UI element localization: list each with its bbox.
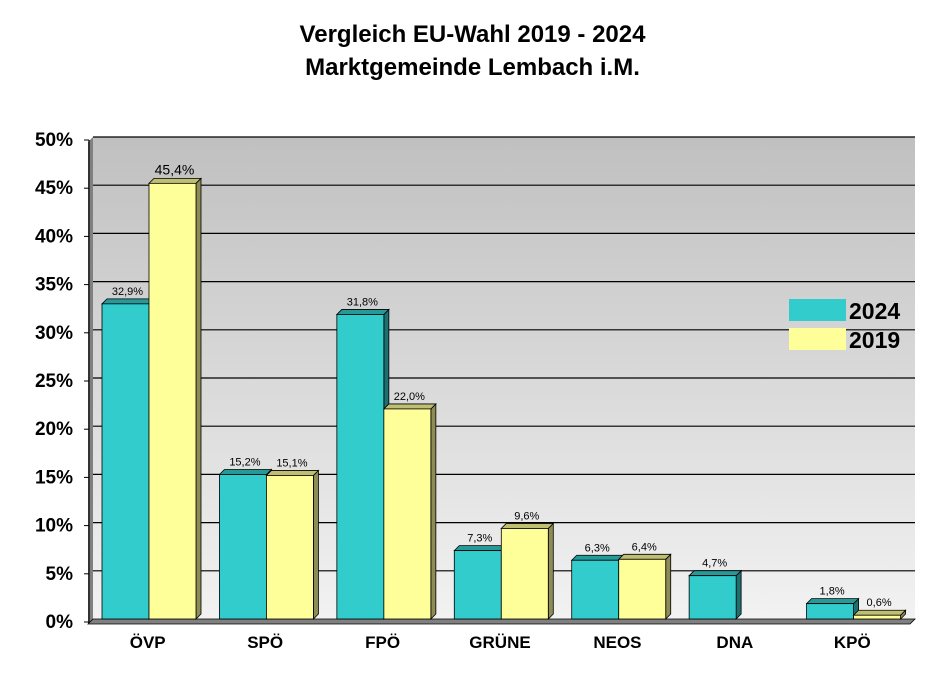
chart-subtitle: Marktgemeinde Lembach i.M. xyxy=(305,54,640,81)
data-label: 31,8% xyxy=(347,296,378,308)
data-label: 45,4% xyxy=(155,161,195,177)
y-tick-label: 50% xyxy=(35,130,73,151)
x-tick-label: KPÖ xyxy=(834,633,871,652)
bar-2024 xyxy=(688,575,737,620)
data-label: 6,3% xyxy=(585,542,610,554)
bar-2024 xyxy=(336,314,385,620)
bar-2024 xyxy=(219,474,267,620)
bar-side-2019 xyxy=(195,177,202,620)
chart-title-block: Vergleich EU-Wahl 2019 - 2024 Marktgemei… xyxy=(0,18,945,84)
chart-title: Vergleich EU-Wahl 2019 - 2024 xyxy=(299,21,646,48)
y-tick-label: 0% xyxy=(46,612,74,633)
data-label: 6,4% xyxy=(632,541,657,553)
bar-top-2019 xyxy=(382,403,437,410)
y-tick-label: 25% xyxy=(35,371,73,392)
y-tick-label: 40% xyxy=(35,226,73,247)
bar-2019 xyxy=(148,182,197,620)
bar-side-2019 xyxy=(547,522,554,620)
plot-floor xyxy=(87,618,916,625)
y-tick-label: 20% xyxy=(35,419,73,440)
bar-top-2024 xyxy=(453,545,508,552)
bar-2024 xyxy=(571,559,620,620)
legend-label: 2019 xyxy=(849,327,900,353)
bar-2024 xyxy=(453,550,502,620)
x-tick-label: FPÖ xyxy=(365,633,400,652)
data-label: 32,9% xyxy=(112,286,143,298)
bar-top-2019 xyxy=(148,177,202,184)
bar-2019 xyxy=(853,614,901,620)
bar-2019 xyxy=(618,558,667,620)
y-tick-label: 10% xyxy=(35,516,73,537)
bar-top-2019 xyxy=(500,523,555,529)
bar-2019 xyxy=(383,408,432,620)
bar-side-2019 xyxy=(665,553,672,620)
bar-2019 xyxy=(266,475,314,620)
y-tick-label: 35% xyxy=(35,275,73,296)
data-label: 4,7% xyxy=(702,558,727,570)
y-tick-label: 30% xyxy=(35,323,73,344)
x-tick-label: DNA xyxy=(716,633,753,652)
bar-top-2024 xyxy=(805,598,860,605)
legend-label: 2024 xyxy=(849,298,900,324)
bar-top-2024 xyxy=(570,554,625,561)
data-label: 22,0% xyxy=(394,391,425,403)
bar-2019 xyxy=(500,528,549,620)
bar-top-2019 xyxy=(852,609,907,616)
bar-2024 xyxy=(101,303,150,620)
y-tick-label: 5% xyxy=(46,564,74,585)
bar-top-2019 xyxy=(265,470,320,476)
x-tick-label: SPÖ xyxy=(247,633,283,652)
x-tick-label: ÖVP xyxy=(130,633,166,652)
bar-2024 xyxy=(806,603,854,620)
bar-top-2024 xyxy=(101,298,155,305)
data-label: 9,6% xyxy=(514,510,539,522)
legend-swatch-2024 xyxy=(789,299,846,321)
y-tick-label: 45% xyxy=(35,178,73,199)
x-tick-label: GRÜNE xyxy=(469,633,530,652)
bar-side-2024 xyxy=(735,569,742,620)
data-label: 0,6% xyxy=(867,597,892,609)
bar-top-2024 xyxy=(335,309,390,315)
data-label: 1,8% xyxy=(820,586,845,598)
data-label: 15,1% xyxy=(276,457,307,469)
x-tick-label: NEOS xyxy=(593,633,641,652)
data-label: 15,2% xyxy=(229,456,260,468)
legend-swatch-2019 xyxy=(789,328,846,350)
bar-side-2019 xyxy=(313,469,319,620)
bar-top-2024 xyxy=(688,570,743,577)
data-label: 7,3% xyxy=(467,533,492,545)
bar-side-2019 xyxy=(430,402,437,620)
bar-top-2024 xyxy=(218,469,273,475)
bar-top-2019 xyxy=(617,553,672,560)
y-tick-label: 15% xyxy=(35,467,73,488)
